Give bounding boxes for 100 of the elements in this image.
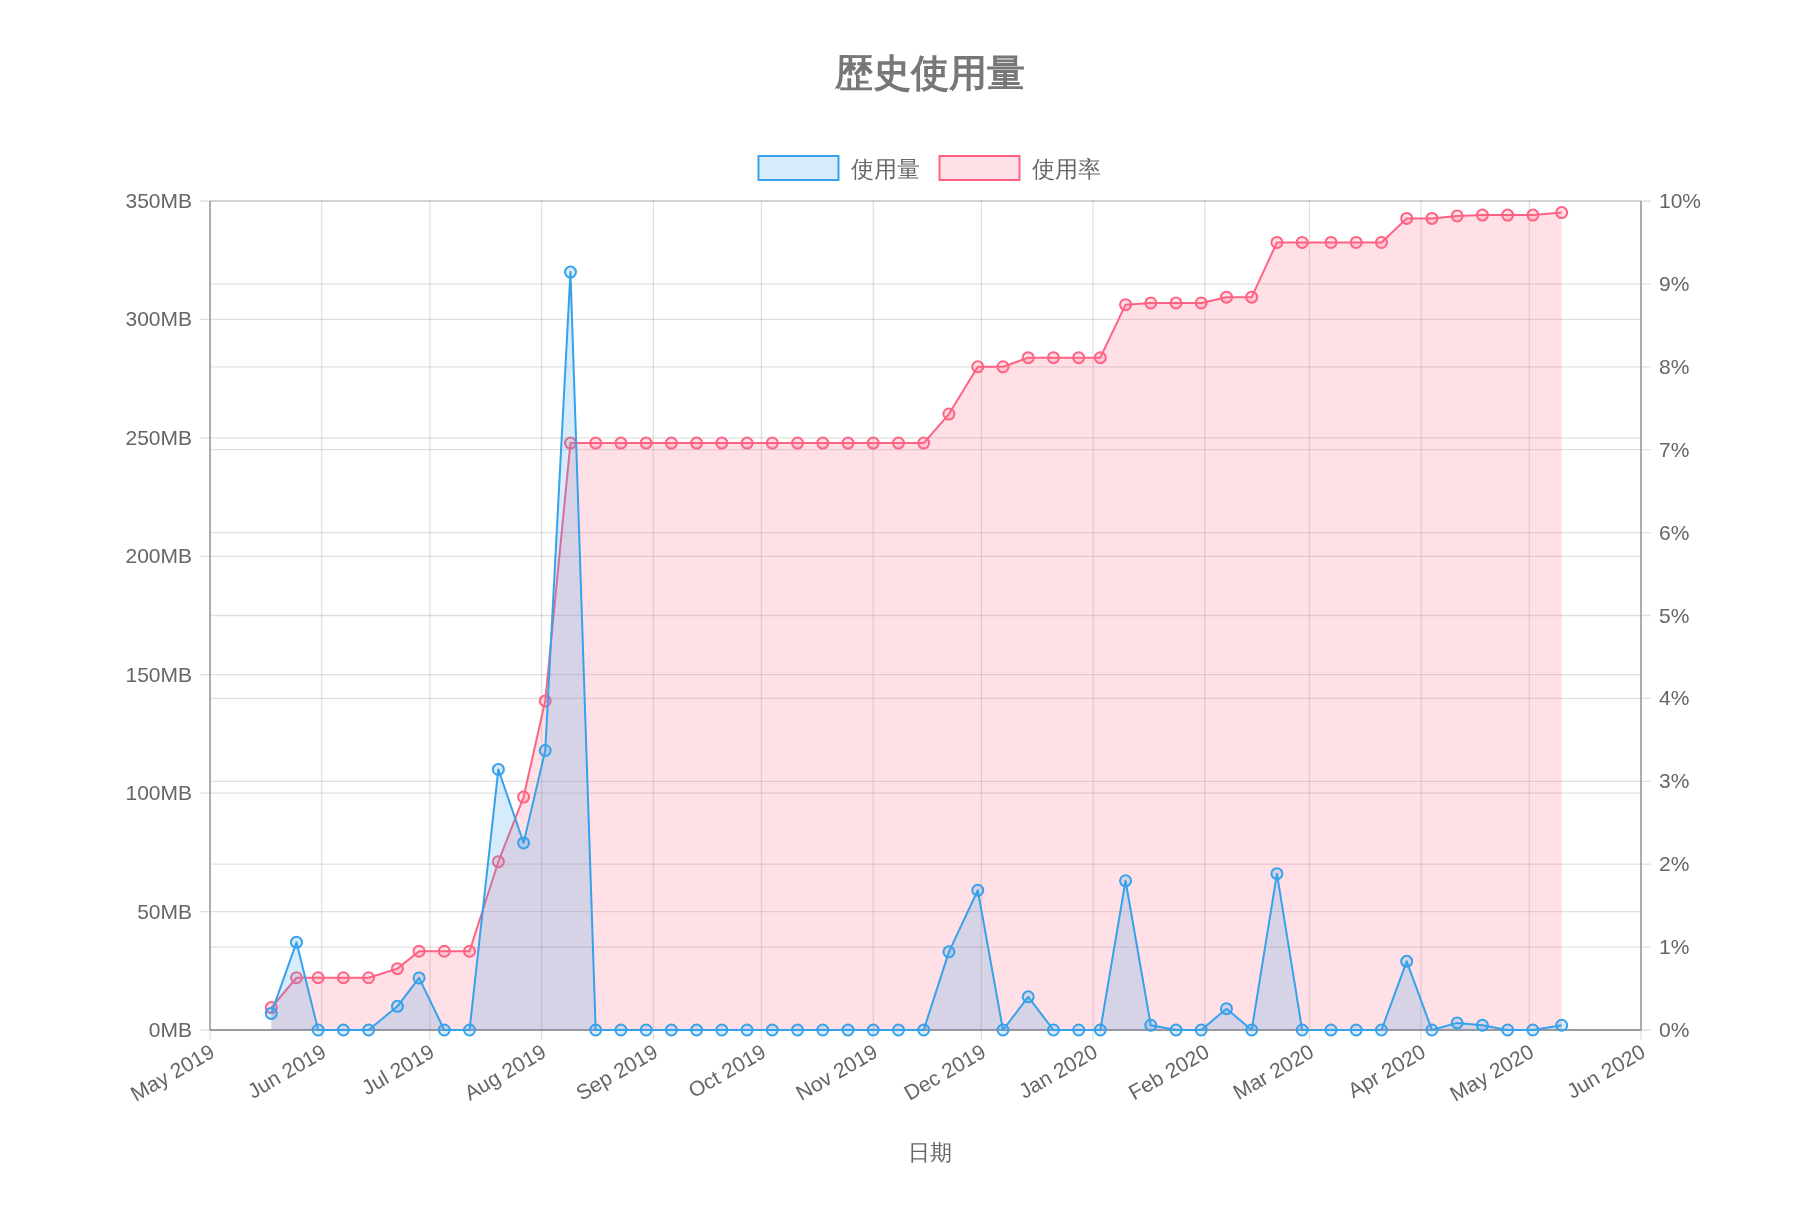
point [1072,1023,1086,1037]
point [1144,296,1158,310]
point [311,971,325,985]
point [589,1023,603,1037]
point [866,436,880,450]
y-tick-label: 200MB [125,544,192,568]
point [463,1023,477,1037]
point [1021,351,1035,365]
x-tick-label: Dec 2019 [900,1039,990,1105]
point [664,436,678,450]
point [1245,1023,1259,1037]
point [437,1023,451,1037]
x-tick-label: Oct 2019 [684,1039,770,1103]
point [740,1023,754,1037]
x-tick-label: Feb 2020 [1124,1039,1213,1104]
point [1555,1018,1569,1032]
point [362,971,376,985]
point [1194,296,1208,310]
point [866,1023,880,1037]
point [1245,290,1259,304]
point [765,436,779,450]
point [1475,1018,1489,1032]
point [1219,1002,1233,1016]
y2-tick-label: 6% [1659,520,1690,544]
point [1270,235,1284,249]
point [1295,1023,1309,1037]
point [639,1023,653,1037]
point [336,1023,350,1037]
x-tick-label: Jan 2020 [1014,1039,1102,1103]
point [1194,1023,1208,1037]
y-tick-label: 250MB [125,425,192,449]
point [715,1023,729,1037]
point [841,1023,855,1037]
point [1046,351,1060,365]
y2-tick-label: 4% [1659,686,1690,710]
point [1021,990,1035,1004]
point [1400,954,1414,968]
y2-tick-label: 2% [1659,852,1690,876]
point [1501,1023,1515,1037]
x-tick-label: Apr 2020 [1343,1039,1430,1103]
point [816,436,830,450]
point [816,1023,830,1037]
point [740,436,754,450]
y-tick-label: 0MB [148,1018,192,1041]
point [1072,351,1086,365]
point [390,999,404,1013]
point [996,1023,1010,1037]
legend-label: 使用率 [1031,156,1101,182]
point [1450,209,1464,223]
point [1270,867,1284,881]
y2-tick-label: 8% [1659,354,1690,378]
x-tick-label: Jul 2019 [357,1039,438,1100]
point [996,360,1010,374]
point [1295,235,1309,249]
point [311,1023,325,1037]
point [1526,1023,1540,1037]
x-tick-label: Jun 2020 [1562,1039,1649,1103]
point [1324,1023,1338,1037]
point [1400,211,1414,225]
point [1119,298,1133,312]
y2-tick-label: 0% [1659,1018,1690,1041]
point [664,1023,678,1037]
y2-tick-label: 3% [1659,769,1690,793]
point [971,360,985,374]
point [538,744,552,758]
x-axis-title: 日期 [907,1140,952,1165]
y-tick-label: 50MB [137,899,192,923]
point [971,883,985,897]
point [1374,235,1388,249]
point [1425,211,1439,225]
point [690,436,704,450]
y2-tick-label: 7% [1659,437,1690,461]
point [1555,206,1569,220]
point [412,971,426,985]
y-tick-label: 100MB [125,781,192,805]
y-tick-label: 150MB [125,662,192,686]
point [463,944,477,958]
point [517,836,531,850]
point [362,1023,376,1037]
point [1144,1018,1158,1032]
point [1501,208,1515,222]
point [1093,351,1107,365]
y-tick-label: 300MB [125,307,192,331]
x-tick-label: Jun 2019 [243,1039,330,1103]
y2-tick-label: 5% [1659,603,1690,627]
x-tick-label: Nov 2019 [791,1039,882,1105]
point [1093,1023,1107,1037]
x-tick-label: Aug 2019 [460,1039,550,1105]
point [917,436,931,450]
chart-title: 歴史使用量 [833,52,1025,94]
point [1475,208,1489,222]
point [336,971,350,985]
y-tick-label: 350MB [125,189,192,212]
x-tick-label: May 2020 [1445,1039,1538,1106]
legend-label: 使用量 [850,156,920,182]
point [264,1006,278,1020]
point [1425,1023,1439,1037]
point [437,944,451,958]
point [412,944,426,958]
point [614,1023,628,1037]
